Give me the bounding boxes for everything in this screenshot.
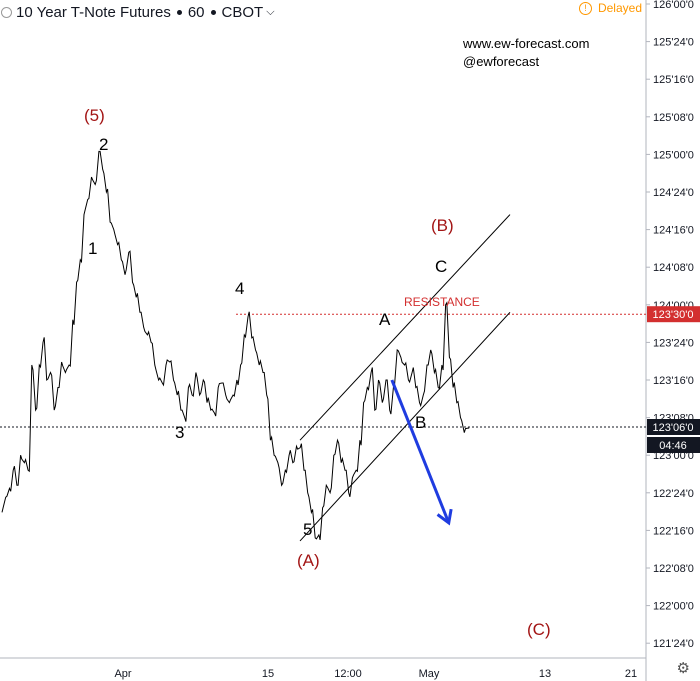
wave-label-5-paren: (5) — [84, 106, 105, 125]
symbol-name[interactable]: 10 Year T-Note Futures — [16, 3, 171, 21]
price-tick-label: 122'08'0 — [653, 563, 694, 575]
wave-label-5: 5 — [303, 520, 312, 539]
resistance-price-badge: 123'30'0 — [647, 306, 700, 323]
resistance-label: RESISTANCE — [404, 295, 480, 309]
projection-arrow-head — [436, 508, 453, 526]
wave-label-b: B — [415, 413, 426, 432]
price-tick-label: 124'24'0 — [653, 187, 694, 199]
channel-upper-line[interactable] — [299, 214, 511, 441]
wave-label-1: 1 — [88, 239, 97, 258]
wave-label-a-paren: (A) — [297, 551, 320, 570]
price-tick-label: 125'24'0 — [653, 37, 694, 49]
time-tick-label: Apr — [114, 668, 131, 680]
price-series-line — [1, 150, 470, 541]
wave-label-c-paren: (C) — [527, 620, 551, 639]
price-tick-label: 125'00'0 — [653, 149, 694, 161]
separator-dot — [176, 9, 182, 15]
time-tick-label: 13 — [539, 668, 551, 680]
svg-text:04:46: 04:46 — [659, 440, 687, 452]
price-tick-label: 125'16'0 — [653, 74, 694, 86]
watermark: www.ew-forecast.com @ewforecast — [463, 35, 589, 71]
projection-arrow-shaft — [390, 379, 451, 524]
price-tick-label: 122'24'0 — [653, 488, 694, 500]
price-tick-label: 124'16'0 — [653, 225, 694, 237]
price-tick-label: 121'24'0 — [653, 638, 694, 650]
price-tick-label: 122'00'0 — [653, 601, 694, 613]
watermark-site: www.ew-forecast.com — [463, 36, 590, 51]
wave-label-a: A — [379, 310, 391, 329]
current-price-badge: 123'06'0 — [647, 419, 700, 435]
price-axis[interactable]: 126'00'0 125'24'0 125'16'0 125'08'0 125'00'0… — [646, 0, 694, 650]
price-tick-label: 123'00'0 — [653, 450, 694, 462]
time-tick-label: 15 — [262, 668, 274, 680]
separator-dot — [210, 9, 216, 15]
price-tick-label: 122'16'0 — [653, 525, 694, 537]
projection-arrow[interactable] — [390, 379, 453, 526]
interval-label[interactable]: 60 — [187, 3, 205, 21]
time-axis[interactable]: Apr 15 12:00 May 13 21 — [114, 668, 637, 680]
channel-lower-line[interactable] — [299, 311, 511, 542]
price-tick-label: 123'24'0 — [653, 337, 694, 349]
price-tick-label: 125'08'0 — [653, 112, 694, 124]
countdown-badge: 04:46 — [647, 437, 700, 453]
time-tick-label: 12:00 — [334, 668, 362, 680]
delayed-indicator[interactable]: ! Delayed — [578, 1, 642, 15]
wave-label-4: 4 — [235, 279, 244, 298]
wave-label-c: C — [435, 257, 447, 276]
watermark-handle: @ewforecast — [463, 54, 540, 69]
wave-label-3: 3 — [175, 423, 184, 442]
price-tick-label: 124'08'0 — [653, 262, 694, 274]
price-tick-label: 126'00'0 — [653, 0, 694, 11]
svg-text:123'06'0: 123'06'0 — [653, 422, 694, 434]
chevron-down-icon[interactable]: ⌵ — [266, 5, 275, 18]
symbol-status-icon — [1, 6, 12, 18]
symbol-header[interactable]: 10 Year T-Note Futures 60 CBOT ⌵ — [0, 0, 275, 24]
wave-label-b-paren: (B) — [431, 216, 454, 235]
price-tick-label: 123'16'0 — [653, 375, 694, 387]
settings-gear-icon[interactable]: ⚙ — [676, 660, 690, 677]
delayed-label: Delayed — [597, 1, 642, 15]
time-tick-label: 21 — [625, 668, 637, 680]
exchange-label[interactable]: CBOT — [221, 3, 264, 21]
wave-label-2: 2 — [99, 135, 108, 154]
time-tick-label: May — [419, 668, 440, 680]
clock-icon: ! — [578, 1, 592, 15]
svg-text:123'30'0: 123'30'0 — [653, 309, 694, 321]
